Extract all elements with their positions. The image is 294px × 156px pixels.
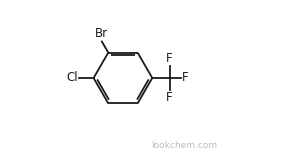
Text: Br: Br: [95, 27, 108, 40]
Text: lookchem.com: lookchem.com: [152, 141, 218, 150]
Text: F: F: [182, 71, 189, 85]
Text: F: F: [166, 52, 173, 65]
Text: F: F: [166, 91, 173, 104]
Text: Cl: Cl: [67, 71, 78, 85]
